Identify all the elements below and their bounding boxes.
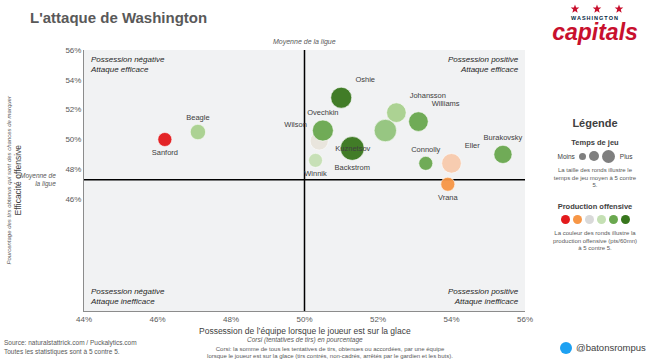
- html-text:Corsi: la somme de tous les te: Corsi: la somme de tous les tentatives d…: [215, 346, 445, 352]
- html-text:Production offensive: Production offensive: [557, 202, 633, 211]
- svg-text:Wilson: Wilson: [284, 120, 307, 129]
- svg-text:Ovechkin: Ovechkin: [307, 108, 338, 117]
- svg-text:54%: 54%: [65, 76, 81, 85]
- svg-text:Backstrom: Backstrom: [335, 163, 370, 172]
- svg-text:Oshie: Oshie: [355, 75, 375, 84]
- html-text:Moins: Moins: [557, 152, 575, 160]
- svg-text:54%: 54%: [443, 315, 459, 324]
- svg-text:Johansson: Johansson: [410, 91, 446, 100]
- html-text:Légende: Légende: [572, 117, 618, 129]
- svg-text:46%: 46%: [65, 195, 81, 204]
- svg-text:Pourcentage des tirs obtenus q: Pourcentage des tirs obtenus qui sont de…: [6, 95, 12, 264]
- svg-text:Winnik: Winnik: [304, 169, 327, 178]
- html-text:L'attaque de Washington: L'attaque de Washington: [30, 9, 208, 26]
- svg-text:Moyenne de la ligue: Moyenne de la ligue: [273, 38, 336, 46]
- html-text:Source: naturalstattrick.com /: Source: naturalstattrick.com / Puckalyti…: [4, 339, 137, 346]
- svg-text:Possession positiveAttaque eff: Possession positiveAttaque efficace: [448, 55, 519, 74]
- svg-text:50%: 50%: [65, 135, 81, 144]
- svg-text:Corsi (tentatives de tirs) en: Corsi (tentatives de tirs) en pourcentag…: [247, 336, 363, 344]
- svg-text:52%: 52%: [370, 315, 386, 324]
- html-text:Temps de jeu: Temps de jeu: [571, 138, 619, 147]
- html-text:Plus: Plus: [619, 152, 633, 160]
- svg-text:Possession positiveAttaque ine: Possession positiveAttaque inefficace: [448, 287, 519, 306]
- html-text:lorsque le joueur est sur la g: lorsque le joueur est sur la glace (tirs…: [207, 353, 453, 359]
- svg-text:Eller: Eller: [465, 141, 481, 150]
- svg-text:Possession négativeAttaque ine: Possession négativeAttaque inefficace: [90, 287, 165, 306]
- html-text:Toutes les statistiques sont à: Toutes les statistiques sont à 5 contre …: [4, 348, 120, 355]
- svg-text:44%: 44%: [76, 315, 92, 324]
- svg-text:Williams: Williams: [432, 99, 460, 108]
- svg-text:Sanford: Sanford: [152, 148, 178, 157]
- svg-text:46%: 46%: [149, 315, 165, 324]
- svg-text:50%: 50%: [296, 315, 312, 324]
- svg-text:Moyenne dela ligue: Moyenne dela ligue: [20, 172, 56, 188]
- svg-text:Possession de l’équipe lorsque: Possession de l’équipe lorsque le joueur…: [199, 326, 411, 336]
- svg-text:52%: 52%: [65, 105, 81, 114]
- html-text:capitals: capitals: [552, 19, 638, 45]
- html-text:@batonsrompus: @batonsrompus: [576, 342, 646, 353]
- svg-text:Burakovsky: Burakovsky: [484, 133, 523, 142]
- svg-text:Vrana: Vrana: [438, 193, 459, 202]
- svg-text:Possession négativeAttaque eff: Possession négativeAttaque efficace: [90, 55, 165, 74]
- svg-text:Beagle: Beagle: [186, 113, 209, 122]
- html-text:La taille des ronds illustre l: La taille des ronds illustre le temps de…: [553, 167, 637, 188]
- svg-text:48%: 48%: [65, 165, 81, 174]
- svg-text:Kuznetsov: Kuznetsov: [335, 144, 370, 153]
- svg-text:48%: 48%: [223, 315, 239, 324]
- html-text:La couleur des ronds illustre: La couleur des ronds illustre la product…: [553, 230, 637, 251]
- svg-text:Efficacité offensive: Efficacité offensive: [13, 145, 23, 216]
- svg-text:56%: 56%: [65, 46, 81, 55]
- svg-text:Connolly: Connolly: [411, 145, 440, 154]
- html-text:WASHINGTON: WASHINGTON: [571, 15, 619, 21]
- svg-text:56%: 56%: [517, 315, 533, 324]
